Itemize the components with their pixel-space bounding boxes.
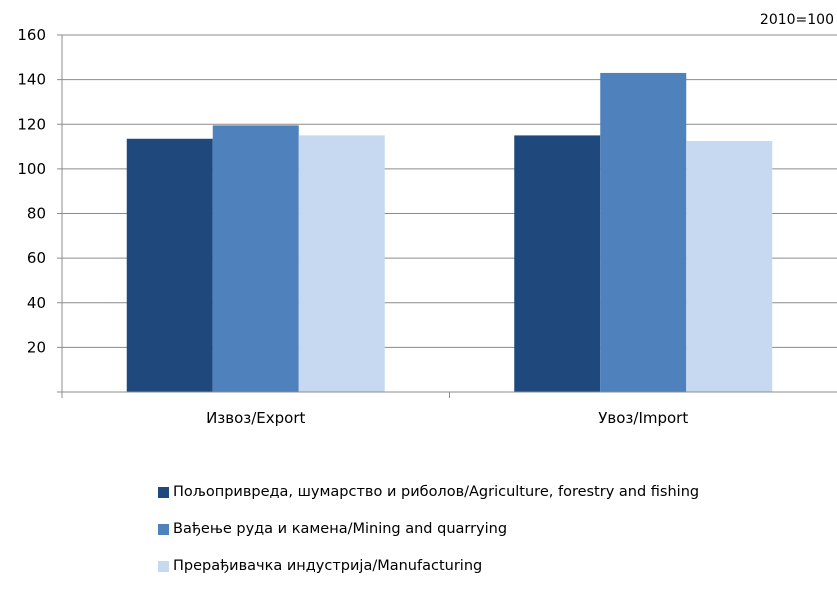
y-tick-label: 160 bbox=[17, 26, 46, 44]
y-tick-label: 100 bbox=[17, 160, 46, 178]
legend-label: Вађење руда и камена/Mining and quarryin… bbox=[173, 521, 508, 537]
x-category-label: Увоз/Import bbox=[598, 409, 688, 427]
y-tick-label: 40 bbox=[27, 294, 46, 312]
base-year-note: 2010=100 bbox=[760, 12, 834, 28]
y-tick-label: 20 bbox=[27, 338, 46, 356]
legend-label: Прерађивачка индустрија/Manufacturing bbox=[173, 558, 483, 574]
y-tick-label: 60 bbox=[27, 249, 46, 267]
legend: Пољопривреда, шумарство и риболов/Agricu… bbox=[158, 482, 699, 593]
x-category-label: Извоз/Export bbox=[206, 409, 305, 427]
legend-item: Вађење руда и камена/Mining and quarryin… bbox=[158, 519, 699, 539]
y-tick-label: 120 bbox=[17, 115, 46, 133]
bar-export-series-2 bbox=[212, 125, 299, 392]
legend-swatch bbox=[158, 560, 169, 572]
bar-import-series-2 bbox=[600, 72, 687, 393]
bar-import-series-3 bbox=[686, 140, 773, 392]
bar-export-series-1 bbox=[126, 138, 213, 392]
legend-item: Пољопривреда, шумарство и риболов/Agricu… bbox=[158, 482, 699, 502]
bar-import-series-1 bbox=[514, 135, 601, 392]
bar-export-series-3 bbox=[298, 135, 385, 392]
legend-item: Прерађивачка индустрија/Manufacturing bbox=[158, 556, 699, 576]
legend-label: Пољопривреда, шумарство и риболов/Agricu… bbox=[173, 484, 700, 500]
legend-swatch bbox=[158, 523, 169, 535]
legend-swatch bbox=[158, 486, 169, 498]
y-tick-label: 140 bbox=[17, 71, 46, 89]
axes: 20 40 60 80 100 120 140 160 Извоз/Export Увоз/Imp… bbox=[17, 26, 837, 427]
y-tick-label: 80 bbox=[27, 205, 46, 223]
bars bbox=[126, 72, 773, 393]
